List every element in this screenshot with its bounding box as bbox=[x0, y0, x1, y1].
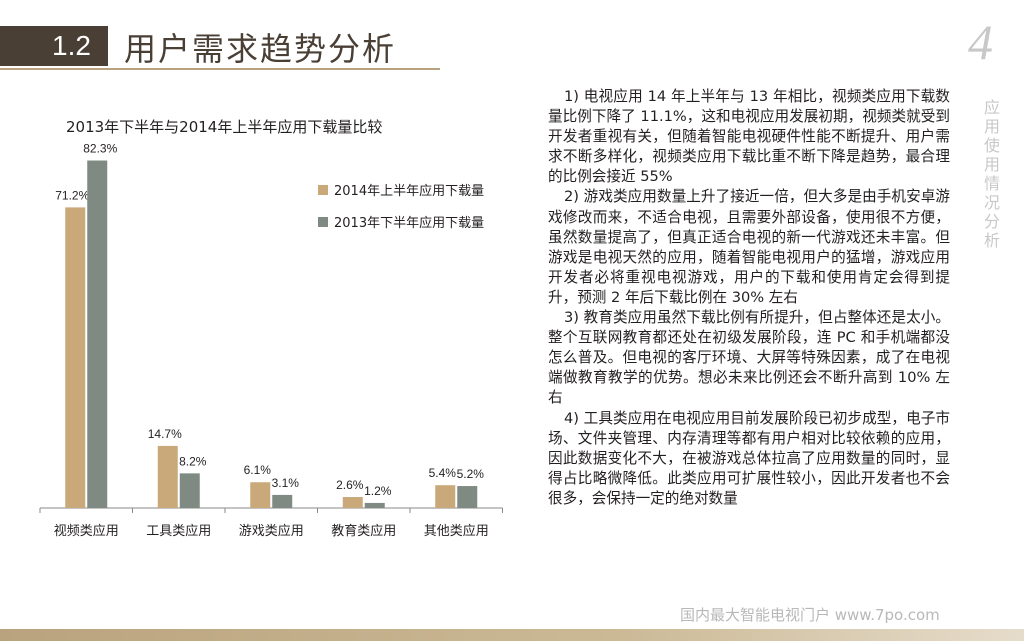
data-label: 5.4% bbox=[429, 466, 457, 480]
legend-swatch bbox=[318, 185, 328, 195]
bar-chart: 71.2% 82.3% 视频类应用 14.7% 8.2% 工具类应用 6.1%3.1% 游戏类… bbox=[39, 142, 503, 539]
legend-swatch bbox=[318, 217, 328, 227]
legend-label: 2014年上半年应用下载量 bbox=[334, 183, 484, 199]
side-section-label: 应用使用情况分析 bbox=[983, 98, 1000, 250]
footer-bar bbox=[0, 629, 1024, 641]
bar-2014h1-4 bbox=[435, 485, 456, 508]
page-title: 用户需求趋势分析 bbox=[124, 30, 397, 68]
data-label: 2.6% bbox=[336, 478, 364, 492]
data-label: 5.2% bbox=[457, 467, 485, 481]
section-number: 1.2 bbox=[52, 30, 91, 61]
bar-2013h2-2 bbox=[272, 494, 293, 508]
legend-label: 2013年下半年应用下载量 bbox=[334, 215, 484, 231]
bar-2013h2-4 bbox=[457, 486, 478, 508]
analysis-paragraph-1: 1) 电视应用 14 年上半年与 13 年相比，视频类应用下载数量比例下降了 1… bbox=[548, 88, 950, 186]
chart-title: 2013年下半年与2014年上半年应用下载量比较 bbox=[66, 118, 383, 136]
data-label: 3.1% bbox=[272, 476, 300, 490]
bar-2013h2-1 bbox=[179, 473, 200, 508]
x-tick-label: 工具类应用 bbox=[146, 523, 211, 539]
bar-2014h1-3 bbox=[342, 497, 363, 508]
x-tick-label: 游戏类应用 bbox=[239, 523, 304, 539]
bar-2014h1-0 bbox=[65, 207, 86, 508]
analysis-paragraph-2: 2) 游戏类应用数量上升了接近一倍，但大多是由手机安卓游戏修改而来，不适合电视，… bbox=[548, 188, 950, 306]
x-tick-label: 视频类应用 bbox=[54, 523, 119, 539]
analysis-text: 1) 电视应用 14 年上半年与 13 年相比，视频类应用下载数量比例下降了 1… bbox=[548, 87, 950, 509]
x-tick-label: 其他类应用 bbox=[424, 523, 489, 539]
analysis-paragraph-3: 3) 教育类应用虽然下载比例有所提升，但占整体还是太小。整个互联网教育都还处在初… bbox=[548, 309, 950, 407]
bar-2013h2-0 bbox=[87, 160, 108, 508]
data-label: 1.2% bbox=[364, 484, 392, 498]
data-label: 82.3% bbox=[83, 142, 117, 156]
bar-2014h1-2 bbox=[250, 482, 271, 508]
footer-site-text: 国内最大智能电视门户 www.7po.com bbox=[680, 606, 940, 624]
title-underline bbox=[0, 68, 440, 70]
x-tick-label: 教育类应用 bbox=[331, 523, 396, 539]
bar-2014h1-1 bbox=[157, 445, 178, 508]
bar-2013h2-3 bbox=[364, 502, 385, 508]
data-label: 6.1% bbox=[244, 463, 272, 477]
data-label: 8.2% bbox=[179, 454, 207, 468]
analysis-paragraph-4: 4) 工具类应用在电视应用目前发展阶段已初步成型，电子市场、文件夹管理、内存清理… bbox=[548, 409, 950, 507]
section-number-band bbox=[0, 26, 108, 66]
page-number: 4 bbox=[968, 14, 993, 70]
data-label: 71.2% bbox=[55, 188, 89, 202]
data-label: 14.7% bbox=[148, 427, 182, 441]
